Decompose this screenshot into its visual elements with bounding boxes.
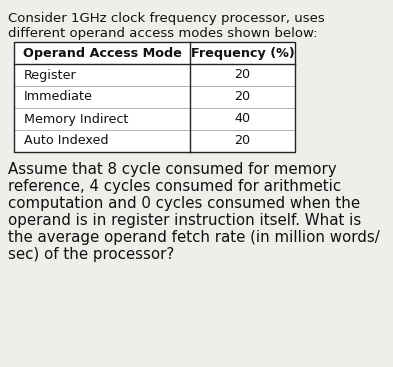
- Text: Operand Access Mode: Operand Access Mode: [22, 47, 182, 59]
- Text: 20: 20: [235, 91, 251, 103]
- Text: 20: 20: [235, 134, 251, 148]
- Text: computation and 0 cycles consumed when the: computation and 0 cycles consumed when t…: [8, 196, 360, 211]
- Text: Immediate: Immediate: [24, 91, 93, 103]
- Text: Frequency (%): Frequency (%): [191, 47, 294, 59]
- Text: 40: 40: [235, 113, 251, 126]
- Text: Register: Register: [24, 69, 77, 81]
- Text: operand is in register instruction itself. What is: operand is in register instruction itsel…: [8, 213, 361, 228]
- Text: Consider 1GHz clock frequency processor, uses: Consider 1GHz clock frequency processor,…: [8, 12, 325, 25]
- Text: Auto Indexed: Auto Indexed: [24, 134, 108, 148]
- Bar: [14, 42, 295, 152]
- Text: reference, 4 cycles consumed for arithmetic: reference, 4 cycles consumed for arithme…: [8, 179, 341, 194]
- Text: Memory Indirect: Memory Indirect: [24, 113, 129, 126]
- Text: different operand access modes shown below:: different operand access modes shown bel…: [8, 27, 318, 40]
- Text: Assume that 8 cycle consumed for memory: Assume that 8 cycle consumed for memory: [8, 162, 337, 177]
- Text: the average operand fetch rate (in million words/: the average operand fetch rate (in milli…: [8, 230, 380, 245]
- Text: 20: 20: [235, 69, 251, 81]
- Text: sec) of the processor?: sec) of the processor?: [8, 247, 174, 262]
